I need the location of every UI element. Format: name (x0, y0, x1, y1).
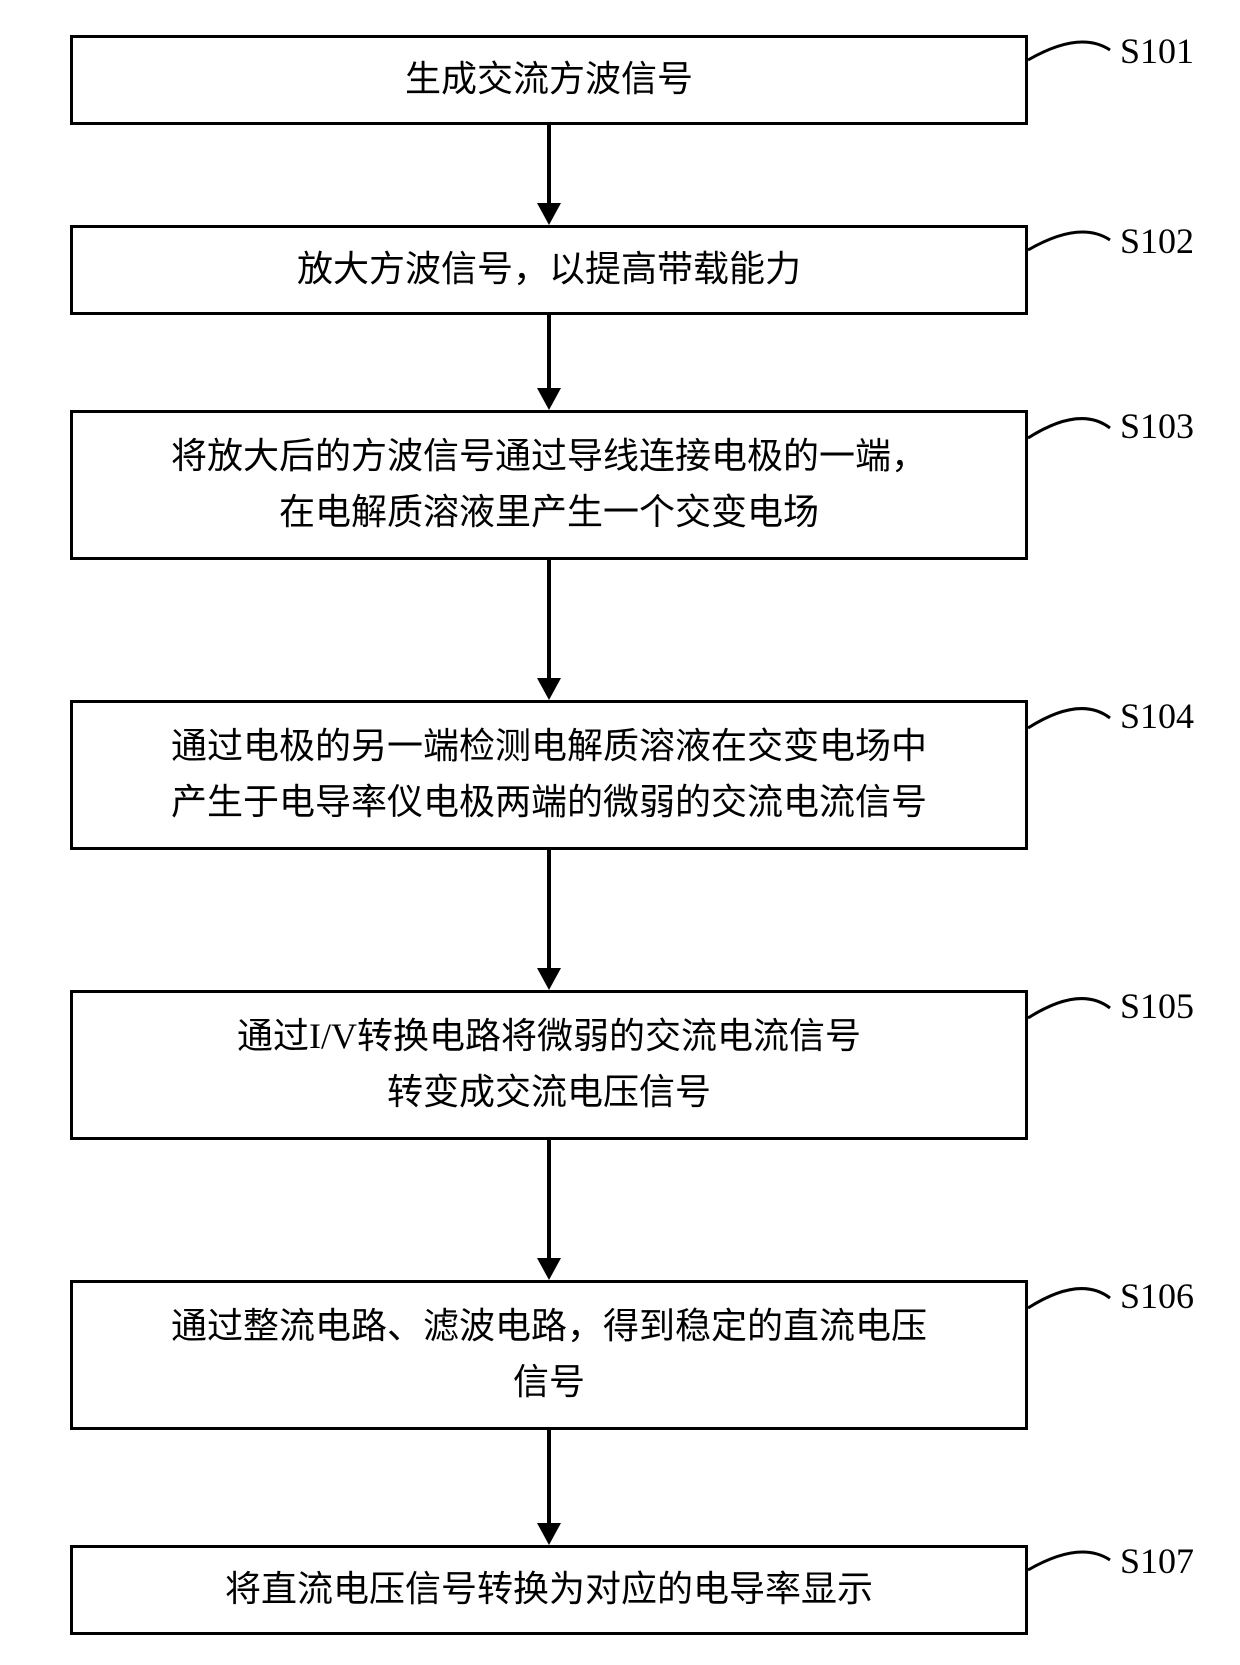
arrow-s105-s106-head (537, 1258, 561, 1280)
step-s105-line1: 通过I/V转换电路将微弱的交流电流信号 (237, 1016, 861, 1056)
step-s106-text: 通过整流电路、滤波电路，得到稳定的直流电压 信号 (171, 1299, 927, 1411)
step-s103-box: 将放大后的方波信号通过导线连接电极的一端， 在电解质溶液里产生一个交变电场 (70, 410, 1028, 560)
step-s105-label: S105 (1120, 985, 1194, 1027)
step-s107-box: 将直流电压信号转换为对应的电导率显示 (70, 1545, 1028, 1635)
step-s106-box: 通过整流电路、滤波电路，得到稳定的直流电压 信号 (70, 1280, 1028, 1430)
step-s105-line2: 转变成交流电压信号 (387, 1072, 711, 1112)
step-s107-text: 将直流电压信号转换为对应的电导率显示 (225, 1562, 873, 1618)
step-s106-line1: 通过整流电路、滤波电路，得到稳定的直流电压 (171, 1306, 927, 1346)
arrow-s105-s106-line (547, 1140, 551, 1258)
step-s104-label: S104 (1120, 695, 1194, 737)
arrow-s103-s104-line (547, 560, 551, 678)
step-s103-label: S103 (1120, 405, 1194, 447)
arrow-s103-s104-head (537, 678, 561, 700)
flowchart-canvas: 生成交流方波信号 放大方波信号，以提高带载能力 将放大后的方波信号通过导线连接电… (0, 0, 1240, 1665)
arrow-s104-s105-head (537, 968, 561, 990)
step-s104-line2: 产生于电导率仪电极两端的微弱的交流电流信号 (171, 782, 927, 822)
step-s103-line2: 在电解质溶液里产生一个交变电场 (279, 492, 819, 532)
arrow-s101-s102-head (537, 203, 561, 225)
arrow-s102-s103-line (547, 315, 551, 388)
step-s102-text: 放大方波信号，以提高带载能力 (297, 242, 801, 298)
step-s103-text: 将放大后的方波信号通过导线连接电极的一端， 在电解质溶液里产生一个交变电场 (171, 429, 927, 541)
step-s106-label: S106 (1120, 1275, 1194, 1317)
step-s105-box: 通过I/V转换电路将微弱的交流电流信号 转变成交流电压信号 (70, 990, 1028, 1140)
arrow-s106-s107-line (547, 1430, 551, 1523)
step-s102-box: 放大方波信号，以提高带载能力 (70, 225, 1028, 315)
arrow-s106-s107-head (537, 1523, 561, 1545)
step-s101-box: 生成交流方波信号 (70, 35, 1028, 125)
step-s101-label: S101 (1120, 30, 1194, 72)
step-s104-text: 通过电极的另一端检测电解质溶液在交变电场中 产生于电导率仪电极两端的微弱的交流电… (171, 719, 927, 831)
step-s105-text: 通过I/V转换电路将微弱的交流电流信号 转变成交流电压信号 (237, 1009, 861, 1121)
arrow-s102-s103-head (537, 388, 561, 410)
step-s104-line1: 通过电极的另一端检测电解质溶液在交变电场中 (171, 726, 927, 766)
arrow-s101-s102-line (547, 125, 551, 203)
step-s107-label: S107 (1120, 1540, 1194, 1582)
step-s101-text: 生成交流方波信号 (405, 52, 693, 108)
step-s102-label: S102 (1120, 220, 1194, 262)
arrow-s104-s105-line (547, 850, 551, 968)
step-s104-box: 通过电极的另一端检测电解质溶液在交变电场中 产生于电导率仪电极两端的微弱的交流电… (70, 700, 1028, 850)
step-s106-line2: 信号 (513, 1362, 585, 1402)
step-s103-line1: 将放大后的方波信号通过导线连接电极的一端， (171, 436, 927, 476)
